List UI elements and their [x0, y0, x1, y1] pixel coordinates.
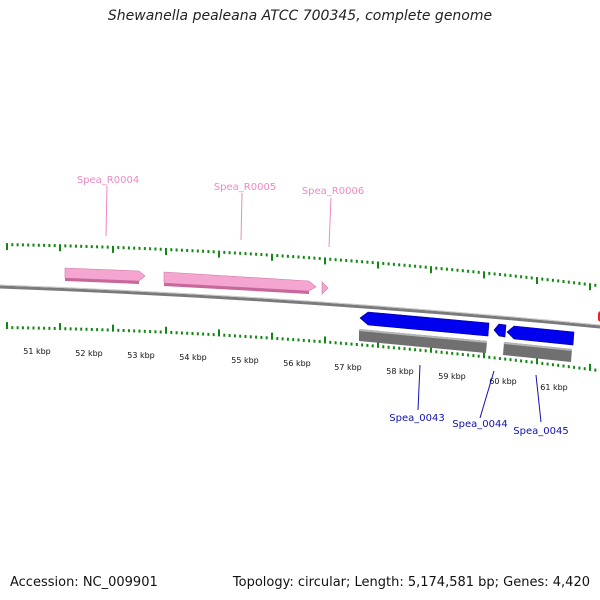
label-spea-r0004[interactable]: Spea_R0004	[77, 175, 139, 186]
cds-feature-0044[interactable]	[493, 323, 507, 338]
kbp-label: 53 kbp	[127, 351, 155, 360]
inner-tick-ring	[6, 322, 597, 372]
kbp-label: 60 kbp	[489, 377, 517, 386]
rna-feature-r0005-shade	[164, 283, 309, 294]
kbp-label: 55 kbp	[231, 356, 259, 365]
kbp-scale: 51 kbp 52 kbp 53 kbp 54 kbp 55 kbp 56 kb…	[23, 347, 568, 392]
rna-feature-r0004-shade	[65, 278, 139, 284]
kbp-label: 51 kbp	[23, 347, 51, 356]
gray-feature-2-top	[504, 342, 572, 351]
cds-feature-0043[interactable]	[359, 311, 490, 337]
label-spea-0045[interactable]: Spea_0045	[513, 426, 568, 437]
rna-feature-r0004[interactable]	[64, 267, 146, 282]
leader-line	[105, 185, 108, 237]
rna-feature-r0006[interactable]	[321, 281, 329, 295]
leader-line	[240, 192, 243, 241]
kbp-label: 54 kbp	[179, 353, 207, 362]
leader-line	[417, 364, 421, 411]
genome-backbone	[0, 285, 600, 329]
kbp-label: 56 kbp	[283, 359, 311, 368]
gray-feature-2	[503, 342, 572, 362]
kbp-label: 58 kbp	[386, 367, 414, 376]
cds-feature-0045[interactable]	[506, 325, 575, 346]
kbp-label: 52 kbp	[75, 349, 103, 358]
label-spea-r0006[interactable]: Spea_R0006	[302, 186, 364, 197]
kbp-label: 61 kbp	[540, 383, 568, 392]
gray-feature-1	[359, 329, 487, 353]
gray-feature-1-top	[359, 329, 487, 343]
leader-line	[535, 374, 542, 423]
label-spea-0044[interactable]: Spea_0044	[452, 419, 507, 430]
genome-title: Shewanella pealeana ATCC 700345, complet…	[107, 8, 493, 24]
label-spea-r0005[interactable]: Spea_R0005	[214, 182, 276, 193]
label-spea-0043[interactable]: Spea_0043	[389, 413, 444, 424]
leader-line	[479, 370, 495, 419]
genome-summary-text: Topology: circular; Length: 5,174,581 bp…	[232, 575, 590, 590]
leader-line	[328, 197, 332, 248]
kbp-label: 57 kbp	[334, 363, 362, 372]
outer-tick-ring	[6, 243, 597, 291]
kbp-label: 59 kbp	[438, 372, 466, 381]
rna-feature-r0005[interactable]	[163, 271, 317, 292]
genome-backbone-highlight	[0, 284, 600, 326]
accession-text: Accession: NC_009901	[10, 575, 158, 590]
